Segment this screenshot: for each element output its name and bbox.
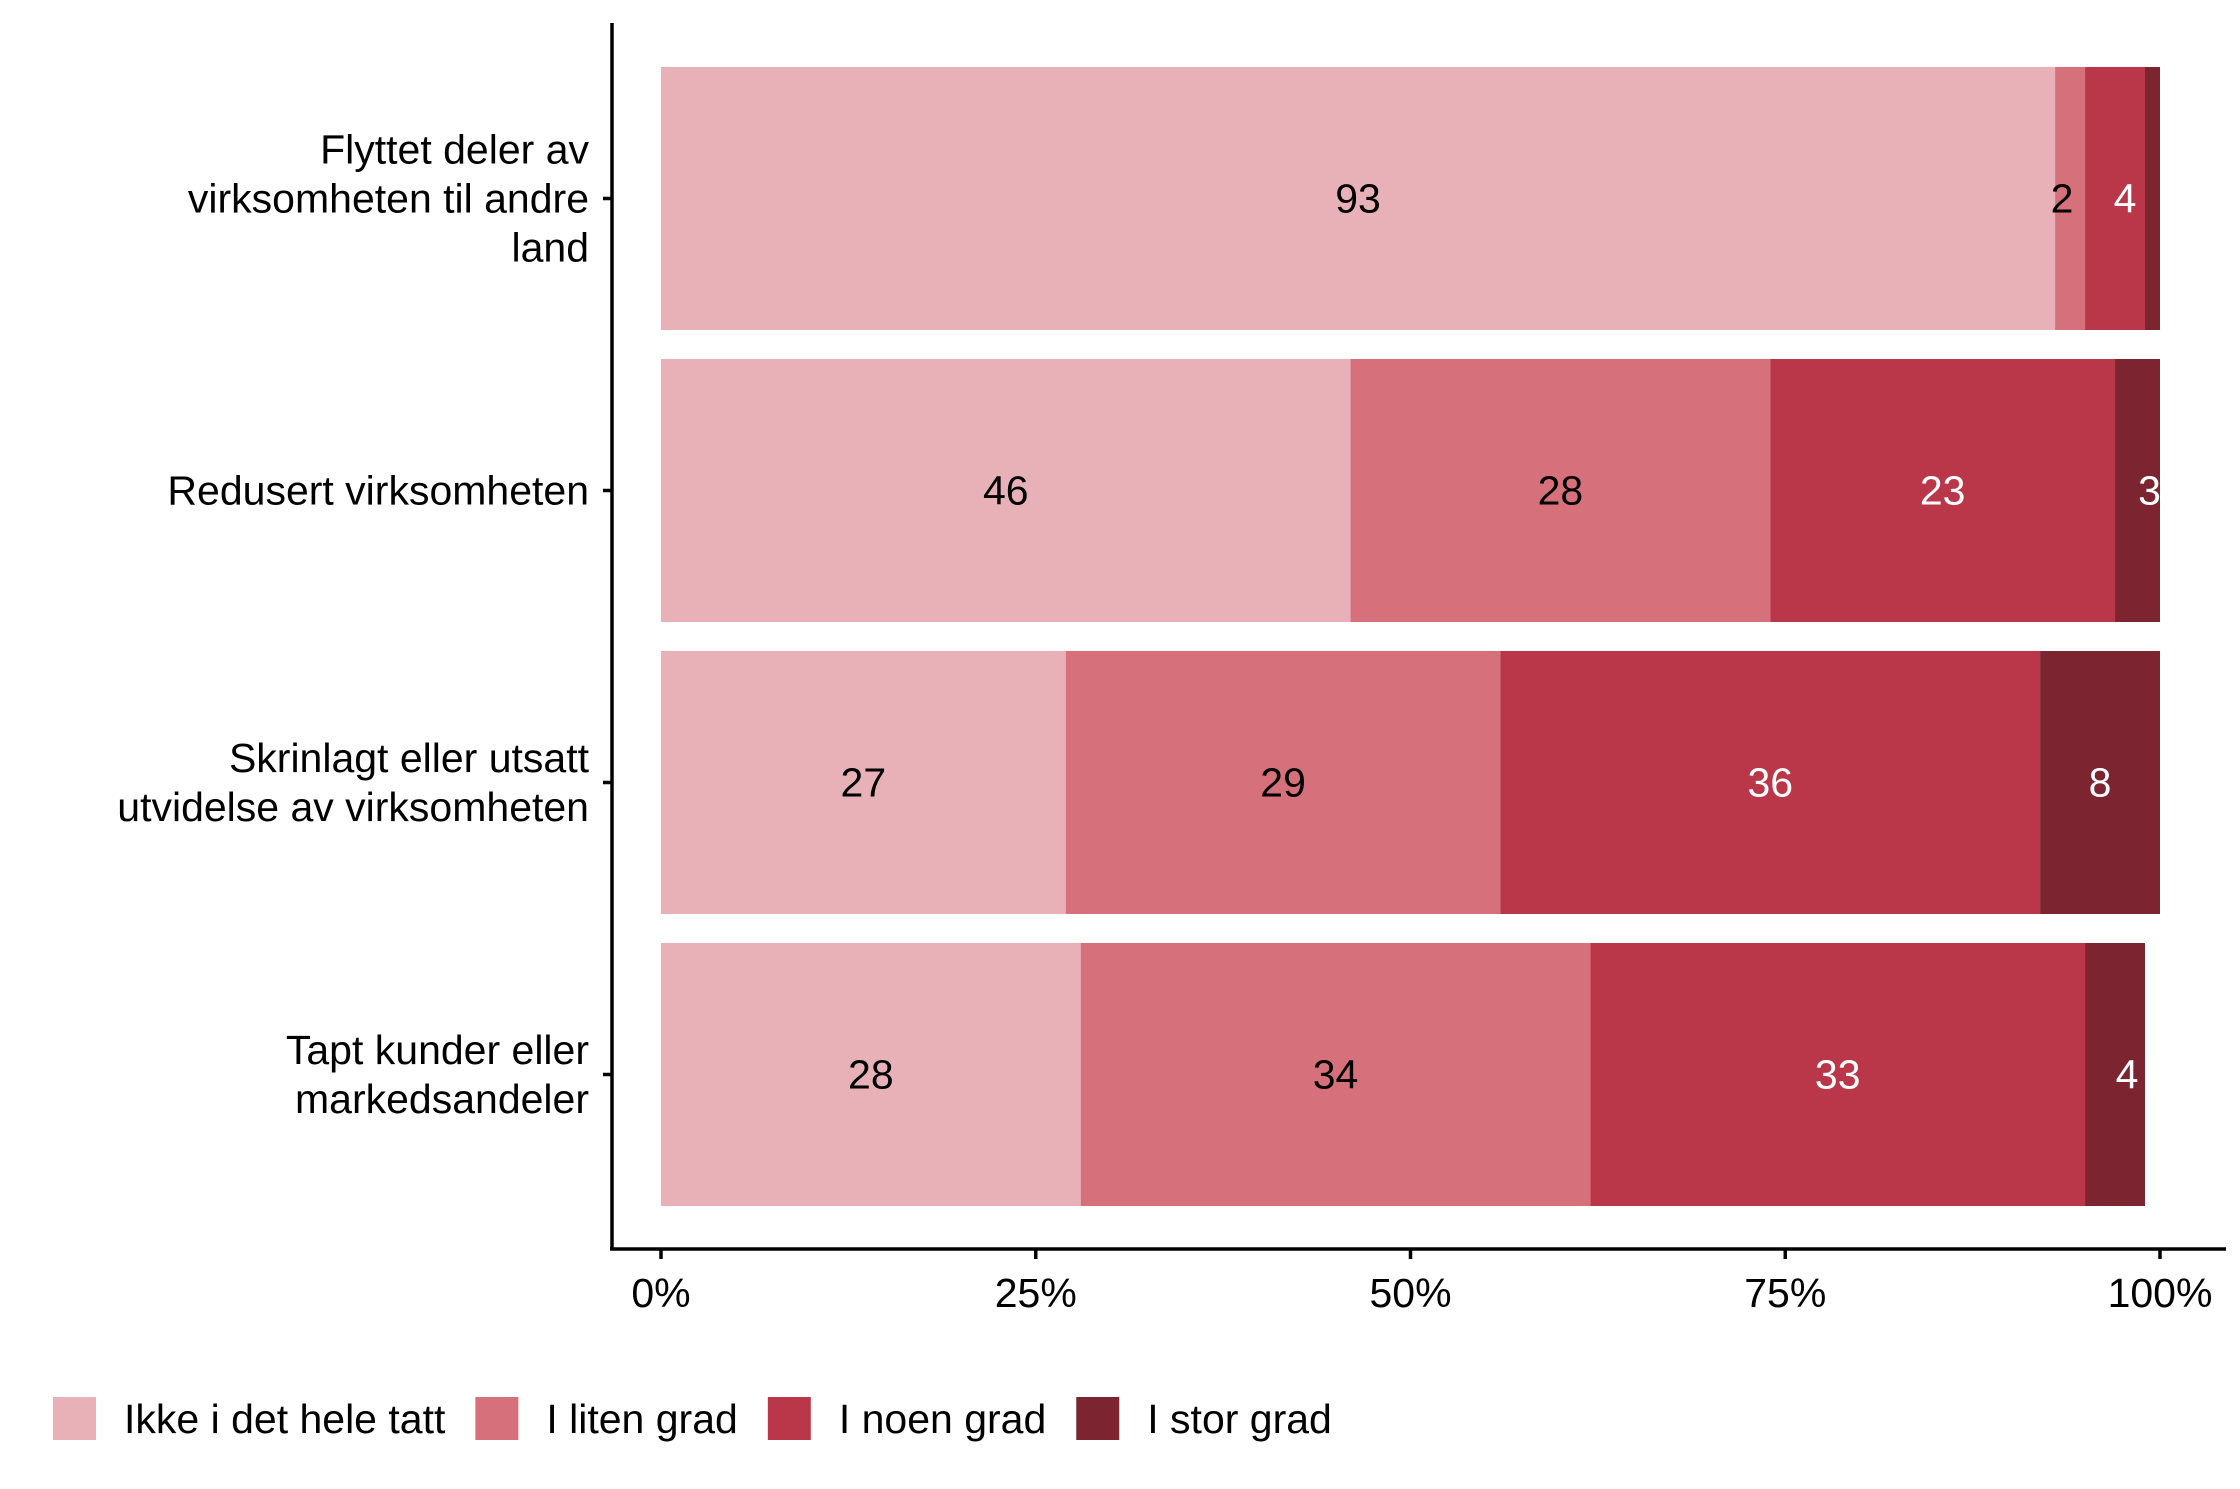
data-label: 4 [2114, 176, 2137, 222]
x-tick-label: 0% [631, 1270, 690, 1316]
bar-segment [661, 359, 1351, 622]
legend-swatch [767, 1397, 811, 1440]
legend-swatch [1076, 1397, 1120, 1440]
data-label: 23 [1920, 468, 1966, 514]
bar-segment [2085, 943, 2146, 1206]
data-label: 93 [1335, 176, 1381, 222]
legend-swatch [475, 1397, 519, 1440]
legend-label: Ikke i det hele tatt [124, 1396, 446, 1442]
x-tick-label: 100% [2108, 1270, 2213, 1316]
y-tick-label: Redusert virksomheten [167, 468, 589, 514]
bar-segment [2055, 67, 2086, 330]
bar-segment [661, 67, 2056, 330]
bar-segment [2115, 359, 2160, 622]
bar-segment [2085, 67, 2146, 330]
data-label: 33 [1815, 1052, 1861, 1098]
bar-segment [1065, 651, 1501, 914]
data-label: 36 [1747, 760, 1793, 806]
bar-segment [1590, 943, 2086, 1206]
data-label: 4 [2116, 1052, 2139, 1098]
x-tick-label: 75% [1744, 1270, 1826, 1316]
bar-segment [1770, 359, 2116, 622]
y-tick-label: land [511, 225, 589, 271]
y-tick-label: utvidelse av virksomheten [117, 784, 589, 830]
x-axis-ticks: 0% 25% 50% 75% 100% [631, 1249, 2212, 1316]
data-labels: 93 2 446 28 23 327 29 36 828 34 33 4 [841, 176, 2161, 1098]
data-label: 29 [1260, 760, 1306, 806]
legend-label: I liten grad [546, 1396, 737, 1442]
y-tick-label: Skrinlagt eller utsatt [229, 735, 590, 781]
data-label: 28 [1538, 468, 1584, 514]
y-tick-label: Tapt kunder eller [286, 1027, 589, 1073]
legend-swatch [53, 1397, 96, 1440]
bar-segment [1500, 651, 2041, 914]
bar-segment [661, 943, 1081, 1206]
y-tick-label: virksomheten til andre [188, 176, 589, 222]
bar-segment [1080, 943, 1591, 1206]
data-label: 46 [983, 468, 1029, 514]
data-label: 3 [2138, 468, 2161, 514]
data-label: 28 [848, 1052, 894, 1098]
y-tick-label: Flyttet deler av [320, 127, 589, 173]
x-tick-label: 50% [1369, 1270, 1451, 1316]
bars [661, 67, 2160, 1206]
bar-segment [2145, 67, 2160, 330]
legend-label: I noen grad [839, 1396, 1046, 1442]
bar-segment [1350, 359, 1771, 622]
bar-segment [661, 651, 1066, 914]
legend: Ikke i det hele tatt I liten grad I noen g… [53, 1396, 1332, 1442]
data-label: 2 [2051, 176, 2074, 222]
data-label: 34 [1313, 1052, 1359, 1098]
y-tick-label: markedsandeler [295, 1076, 589, 1122]
x-tick-label: 25% [995, 1270, 1077, 1316]
legend-label: I stor grad [1147, 1396, 1332, 1442]
data-label: 8 [2089, 760, 2112, 806]
bar-segment [2040, 651, 2160, 914]
data-label: 27 [841, 760, 887, 806]
